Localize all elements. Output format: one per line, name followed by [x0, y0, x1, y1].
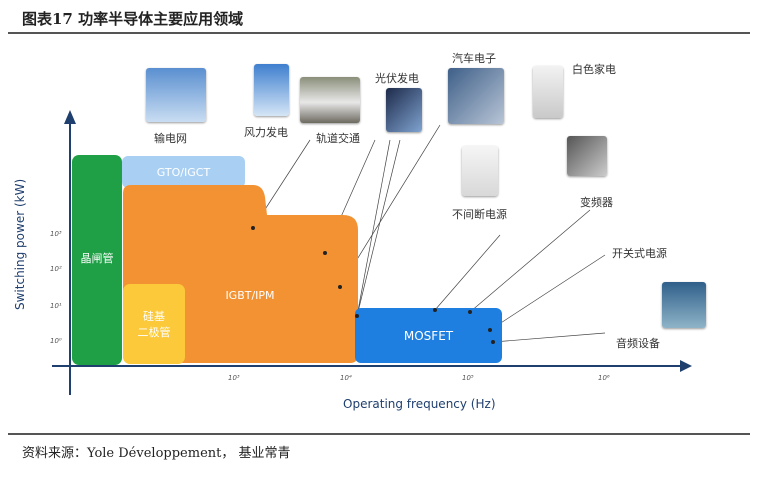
leader-line	[356, 139, 391, 317]
app-label: 变频器	[580, 196, 613, 209]
x-tick: 10⁶	[598, 374, 610, 382]
x-tick: 10⁵	[462, 374, 474, 382]
auto-electronics-photo	[448, 68, 504, 124]
x-axis-arrow	[680, 360, 692, 372]
app-label: 输电网	[154, 132, 187, 145]
diode-label: 二极管	[137, 326, 171, 339]
gto-block: GTO/IGCT	[122, 156, 245, 188]
x-tick: 10³	[228, 374, 240, 382]
igbt-label: IGBT/IPM	[225, 288, 275, 302]
app-label: 音频设备	[616, 337, 660, 350]
dot	[433, 308, 437, 312]
solar-photo	[386, 88, 422, 132]
app-label: 光伏发电	[375, 72, 419, 85]
dot	[355, 314, 359, 318]
mosfet-block: MOSFET	[355, 308, 502, 363]
diode-label: 硅基	[143, 310, 165, 323]
x-tick: 10⁴	[340, 374, 352, 382]
gto-label: GTO/IGCT	[156, 165, 211, 179]
footer-rule	[8, 433, 750, 435]
app-label: 汽车电子	[452, 52, 496, 65]
train-photo	[300, 77, 360, 123]
y-tick: 10²	[50, 265, 62, 273]
y-tick: 10³	[50, 230, 62, 238]
leader-line	[434, 234, 501, 311]
thyristor-label: 晶闸管	[80, 252, 114, 265]
audio-photo	[662, 282, 706, 328]
y-tick: 10¹	[50, 302, 62, 310]
leader-line	[356, 139, 401, 317]
app-label: 风力发电	[244, 126, 288, 139]
leader-line	[489, 254, 606, 331]
diode-block: 硅基 二极管	[123, 284, 185, 364]
power-grid-photo	[146, 68, 206, 122]
figure-title: 图表17 功率半导体主要应用领域	[22, 10, 244, 28]
app-label: 白色家电	[572, 63, 616, 76]
thyristor-block: 晶闸管	[72, 155, 122, 365]
dot	[491, 340, 495, 344]
mosfet-label: MOSFET	[403, 328, 454, 343]
source-note: 资料来源：Yole Développement， 基业常青	[22, 446, 291, 461]
y-tick: 10⁰	[50, 337, 62, 345]
inverter-photo	[567, 136, 607, 176]
dot	[488, 328, 492, 332]
title-rule	[8, 32, 750, 34]
y-axis-label: Switching power (kW)	[13, 178, 27, 310]
wind-turbine-photo	[254, 64, 289, 116]
appliance-photo	[533, 66, 563, 118]
dot	[323, 251, 327, 255]
y-axis-arrow	[64, 110, 76, 124]
ups-photo	[462, 146, 498, 196]
leader-line	[469, 209, 591, 313]
dot	[468, 310, 472, 314]
dot	[251, 226, 255, 230]
x-axis-label: Operating frequency (Hz)	[343, 397, 496, 411]
dot	[338, 285, 342, 289]
app-label: 开关式电源	[612, 247, 667, 260]
app-label: 不间断电源	[452, 208, 507, 221]
leader-line	[492, 332, 606, 343]
app-label: 轨道交通	[316, 132, 360, 145]
